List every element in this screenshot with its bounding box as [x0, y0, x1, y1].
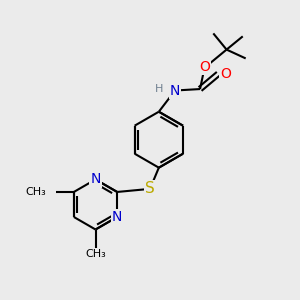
Text: CH₃: CH₃ — [85, 249, 106, 259]
Text: H: H — [154, 84, 163, 94]
Text: O: O — [220, 67, 231, 81]
Text: N: N — [90, 172, 101, 186]
Text: O: O — [199, 60, 210, 74]
Text: S: S — [145, 182, 155, 196]
Text: N: N — [112, 210, 122, 224]
Text: CH₃: CH₃ — [26, 187, 46, 197]
Text: N: N — [170, 83, 180, 98]
